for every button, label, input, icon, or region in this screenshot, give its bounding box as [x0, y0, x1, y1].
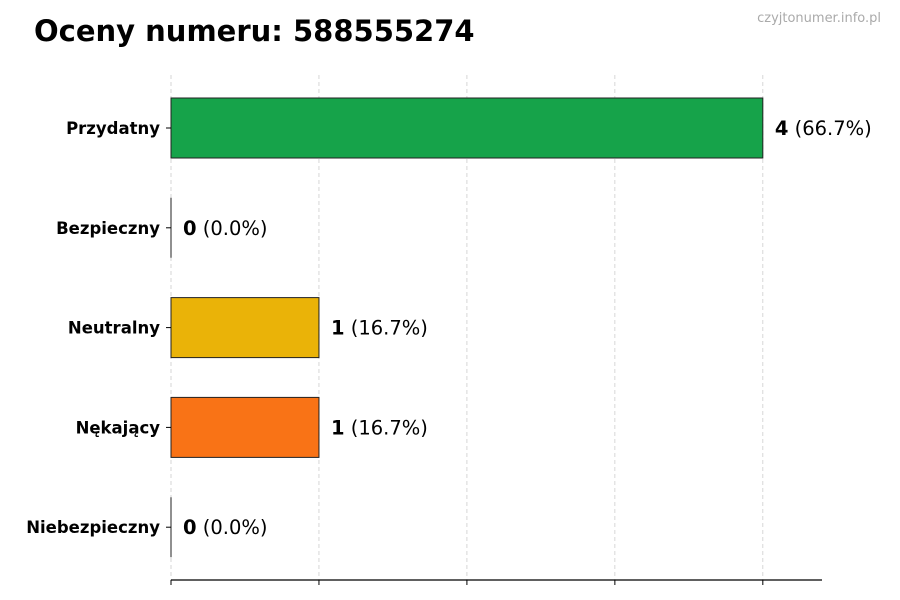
data-label-count: 4: [775, 117, 789, 140]
data-label-count: 0: [183, 516, 197, 539]
data-label-percent: (16.7%): [345, 317, 428, 340]
y-tick-label: Niebezpieczny: [26, 518, 160, 537]
data-label-percent: (66.7%): [788, 117, 871, 140]
data-label: 0 (0.0%): [183, 217, 268, 240]
y-tick-label: Nękający: [76, 418, 161, 437]
bar: [170, 97, 764, 159]
y-tick-label: Bezpieczny: [56, 219, 160, 238]
x-axis: Przydatny Bezpieczny Neutralny Nękający Nieb…: [26, 119, 822, 585]
data-label: 1 (16.7%): [331, 416, 428, 439]
data-label-count: 1: [331, 416, 345, 439]
y-tick-label: Przydatny: [66, 119, 160, 138]
data-label: 4 (66.7%): [775, 117, 872, 140]
data-label-percent: (16.7%): [345, 416, 428, 439]
y-tick-label: Neutralny: [68, 319, 160, 338]
bar: [170, 396, 320, 458]
data-label-count: 0: [183, 217, 197, 240]
data-label-percent: (0.0%): [197, 217, 268, 240]
data-label-count: 1: [331, 317, 345, 340]
bars: 4 (66.7%)0 (0.0%)1 (16.7%)1 (16.7%)0 (0.…: [170, 97, 872, 558]
data-label: 0 (0.0%): [183, 516, 268, 539]
chart-title: Oceny numeru: 588555274: [34, 14, 475, 48]
grid: [170, 75, 764, 580]
watermark: czyjtonumer.info.pl: [757, 11, 881, 26]
bar: [170, 297, 320, 359]
data-label-percent: (0.0%): [197, 516, 268, 539]
data-label: 1 (16.7%): [331, 317, 428, 340]
